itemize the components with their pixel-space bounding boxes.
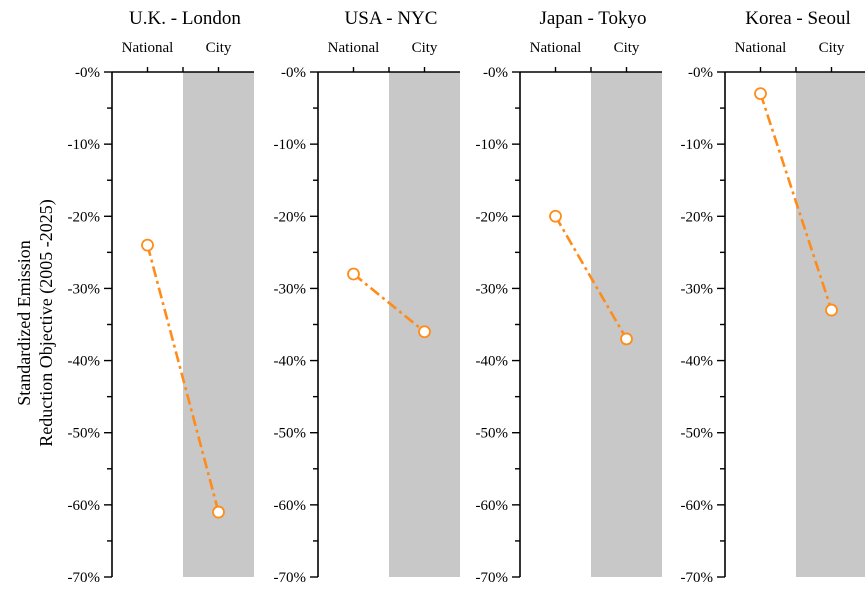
category-label-city: City bbox=[819, 40, 845, 56]
y-tick-label: -30% bbox=[274, 281, 307, 297]
y-tick-label: -20% bbox=[681, 209, 714, 225]
point-city bbox=[620, 332, 633, 346]
y-tick-label: -40% bbox=[476, 354, 509, 370]
category-label-city: City bbox=[206, 40, 232, 56]
y-tick-label: -70% bbox=[681, 570, 714, 586]
y-tick-label: -30% bbox=[681, 281, 714, 297]
y-tick-label: -60% bbox=[681, 498, 714, 514]
y-tick-label: -10% bbox=[68, 137, 101, 153]
point-city bbox=[418, 325, 431, 339]
y-tick-label: -70% bbox=[274, 570, 307, 586]
category-label-national: National bbox=[328, 40, 380, 56]
y-tick-label: -0% bbox=[75, 65, 100, 81]
series-line bbox=[759, 93, 833, 311]
panels: U.K. - London National City -0% -10% -20% -30%… bbox=[68, 8, 865, 586]
panel-1: U.K. - London National City -0% -10% -20% -30%… bbox=[68, 8, 254, 586]
y-axis-label: Standardized Emission Reduction Objectiv… bbox=[14, 199, 57, 446]
y-tick-label: -30% bbox=[476, 281, 509, 297]
y-tick-label: -40% bbox=[68, 354, 101, 370]
city-shade bbox=[389, 72, 460, 577]
category-label-city: City bbox=[412, 40, 438, 56]
category-label-national: National bbox=[530, 40, 582, 56]
y-tick-label: -50% bbox=[681, 426, 714, 442]
point-national bbox=[141, 238, 154, 252]
y-axis-label-line-1: Standardized Emission bbox=[14, 240, 34, 405]
y-tick-label: -0% bbox=[483, 65, 508, 81]
point-city bbox=[825, 303, 838, 317]
panel-title: USA - NYC bbox=[345, 8, 438, 29]
y-tick-label: -10% bbox=[274, 137, 307, 153]
city-shade bbox=[796, 72, 865, 577]
panel-4: Korea - Seoul National City -0% -10% -20% -30%… bbox=[681, 8, 865, 586]
point-national bbox=[549, 209, 562, 223]
y-tick-label: -70% bbox=[476, 570, 509, 586]
city-shade bbox=[591, 72, 662, 577]
panel-title: Korea - Seoul bbox=[745, 8, 851, 29]
series-line bbox=[352, 272, 426, 333]
y-tick-label: -30% bbox=[68, 281, 101, 297]
series-line bbox=[146, 244, 220, 513]
series-line bbox=[554, 215, 628, 340]
panel-title: U.K. - London bbox=[129, 8, 241, 29]
y-tick-label: -40% bbox=[681, 354, 714, 370]
y-tick-label: -0% bbox=[688, 65, 713, 81]
panel-2: USA - NYC National City -0% -10% -20% -30% -40%… bbox=[274, 8, 460, 586]
y-axis-label-line-2: Reduction Objective (2005 -2025) bbox=[36, 199, 57, 446]
panel-3: Japan - Tokyo National City -0% -10% -20% -30%… bbox=[476, 8, 662, 586]
y-tick-label: -50% bbox=[476, 426, 509, 442]
point-city bbox=[212, 505, 225, 519]
y-tick-label: -40% bbox=[274, 354, 307, 370]
y-tick-label: -60% bbox=[68, 498, 101, 514]
category-label-national: National bbox=[122, 40, 174, 56]
city-shade bbox=[183, 72, 254, 577]
y-tick-label: -50% bbox=[274, 426, 307, 442]
y-tick-label: -60% bbox=[476, 498, 509, 514]
y-tick-label: -20% bbox=[476, 209, 509, 225]
point-national bbox=[754, 87, 767, 101]
y-tick-label: -10% bbox=[681, 137, 714, 153]
y-tick-label: -50% bbox=[68, 426, 101, 442]
panel-title: Japan - Tokyo bbox=[539, 8, 646, 29]
category-label-city: City bbox=[614, 40, 640, 56]
y-tick-label: -10% bbox=[476, 137, 509, 153]
y-tick-label: -70% bbox=[68, 570, 101, 586]
y-tick-label: -60% bbox=[274, 498, 307, 514]
y-tick-label: -20% bbox=[274, 209, 307, 225]
point-national bbox=[347, 267, 360, 281]
y-tick-label: -0% bbox=[281, 65, 306, 81]
y-tick-label: -20% bbox=[68, 209, 101, 225]
category-label-national: National bbox=[735, 40, 787, 56]
